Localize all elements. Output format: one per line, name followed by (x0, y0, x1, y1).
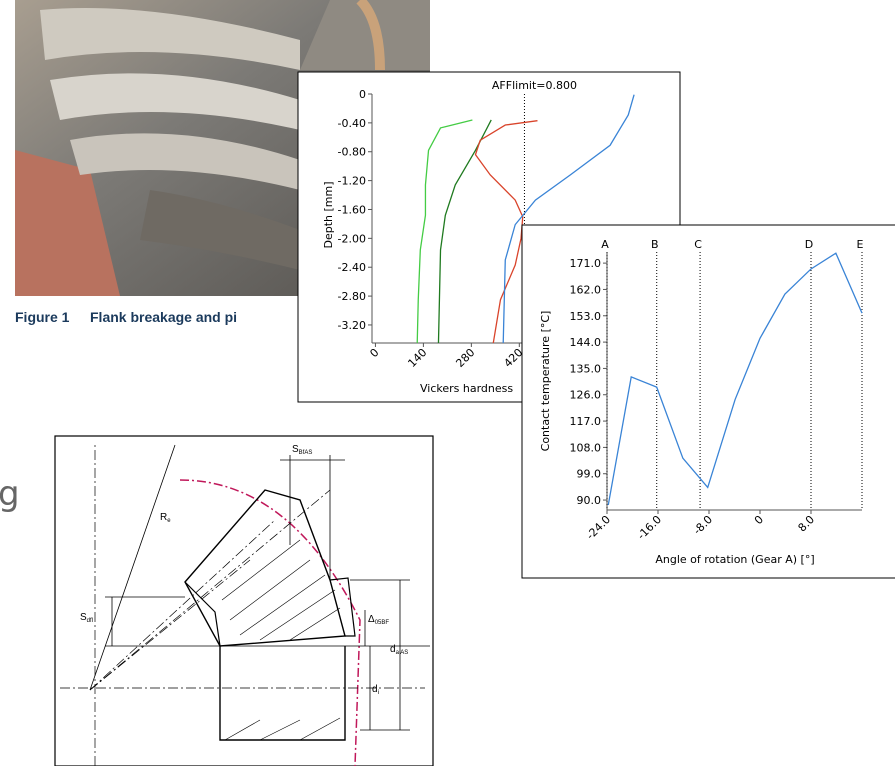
caption-number: Figure 1 (15, 309, 70, 325)
chart-panel: 90.0 99.0 108.0 117.0 126.0 135.0 144.0 153.0 16… (522, 225, 895, 578)
y-tick-label: -2.40 (338, 261, 366, 274)
y-tick-label: 90.0 (577, 494, 602, 507)
y-tick-label: 144.0 (570, 336, 602, 349)
y-tick-label: 153.0 (570, 310, 602, 323)
y-tick-label: 117.0 (570, 415, 602, 428)
y-tick-label: 135.0 (570, 362, 602, 375)
page: Figure 1 Flank breakage and pi g SBfASRe… (0, 0, 896, 766)
label-sub: BfAS (299, 450, 313, 456)
label-sub: a AS (396, 650, 409, 656)
label-sub: i (378, 690, 379, 696)
reference-label: AFFlimit=0.800 (492, 79, 577, 92)
y-axis-label: Depth [mm] (322, 181, 335, 248)
y-tick-label: -0.80 (338, 146, 366, 159)
y-tick-label: -2.00 (338, 232, 366, 245)
y-axis-label: Contact temperature [°C] (539, 311, 552, 452)
label-sub: dfl (87, 618, 93, 624)
marker-label: D (805, 238, 813, 251)
marker-label: A (601, 238, 609, 251)
marker-label: E (857, 238, 864, 251)
y-tick-label: -3.20 (338, 319, 366, 332)
y-tick-label: -1.60 (338, 203, 366, 216)
y-tick-label: -2.80 (338, 290, 366, 303)
y-tick-label: 162.0 (570, 283, 602, 296)
background-text: g (0, 474, 20, 514)
marker-label: B (651, 238, 659, 251)
marker-label: C (694, 238, 702, 251)
y-tick-label: 0 (359, 88, 366, 101)
label-sub: 05BF (375, 620, 390, 626)
x-axis-label: Angle of rotation (Gear A) [°] (655, 553, 814, 566)
y-tick-label: 108.0 (570, 441, 602, 454)
y-tick-label: -0.40 (338, 117, 366, 130)
caption-text: Flank breakage and pi (90, 309, 237, 325)
y-tick-label: 99.0 (577, 468, 602, 481)
x-axis-label: Vickers hardness (420, 382, 513, 395)
y-tick-label: 126.0 (570, 389, 602, 402)
label-main: R (160, 512, 167, 523)
y-tick-label: 171.0 (570, 257, 602, 270)
y-tick-label: -1.20 (338, 175, 366, 188)
